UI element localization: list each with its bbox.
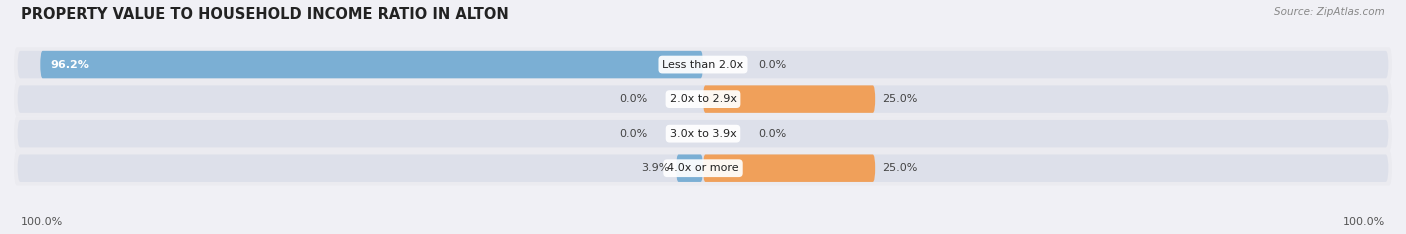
Text: 25.0%: 25.0% (882, 94, 918, 104)
FancyBboxPatch shape (14, 82, 1392, 116)
Text: 0.0%: 0.0% (620, 94, 648, 104)
FancyBboxPatch shape (14, 47, 1392, 82)
Text: 3.0x to 3.9x: 3.0x to 3.9x (669, 129, 737, 139)
Text: 0.0%: 0.0% (620, 129, 648, 139)
FancyBboxPatch shape (703, 85, 875, 113)
FancyBboxPatch shape (41, 51, 703, 78)
FancyBboxPatch shape (14, 116, 1392, 151)
FancyBboxPatch shape (17, 120, 1389, 147)
Text: 3.9%: 3.9% (641, 163, 669, 173)
FancyBboxPatch shape (17, 51, 1389, 78)
Text: 4.0x or more: 4.0x or more (668, 163, 738, 173)
Text: 0.0%: 0.0% (758, 129, 786, 139)
Text: Source: ZipAtlas.com: Source: ZipAtlas.com (1274, 7, 1385, 17)
FancyBboxPatch shape (676, 154, 703, 182)
Text: 0.0%: 0.0% (758, 60, 786, 69)
Text: 25.0%: 25.0% (882, 163, 918, 173)
Text: Less than 2.0x: Less than 2.0x (662, 60, 744, 69)
Text: 100.0%: 100.0% (1343, 217, 1385, 227)
FancyBboxPatch shape (17, 154, 1389, 182)
Text: 96.2%: 96.2% (51, 60, 90, 69)
Text: PROPERTY VALUE TO HOUSEHOLD INCOME RATIO IN ALTON: PROPERTY VALUE TO HOUSEHOLD INCOME RATIO… (21, 7, 509, 22)
Text: 100.0%: 100.0% (21, 217, 63, 227)
Text: 2.0x to 2.9x: 2.0x to 2.9x (669, 94, 737, 104)
FancyBboxPatch shape (703, 154, 875, 182)
FancyBboxPatch shape (17, 85, 1389, 113)
FancyBboxPatch shape (14, 151, 1392, 186)
